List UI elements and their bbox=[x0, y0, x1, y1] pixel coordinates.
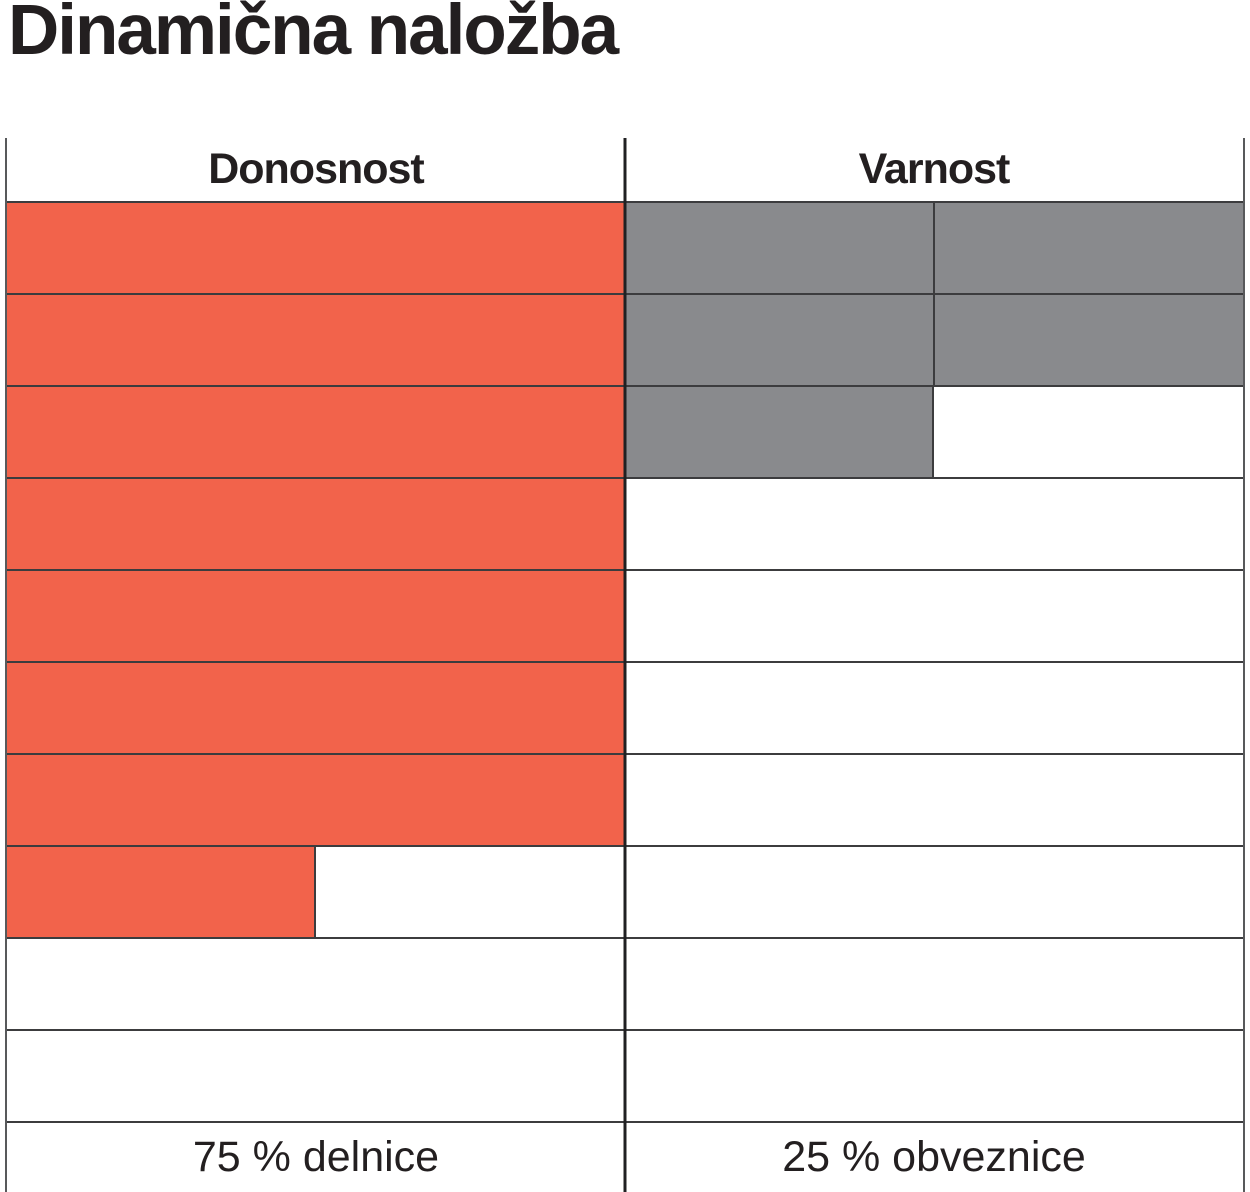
column-header-varnost: Varnost bbox=[858, 145, 1011, 193]
donosnost-cell-row-5 bbox=[7, 571, 625, 661]
rating-row-8 bbox=[7, 847, 1243, 939]
donosnost-cell-row-4 bbox=[7, 479, 625, 569]
varnost-cell-row-2 bbox=[625, 295, 1243, 385]
donosnost-fill-row-6 bbox=[7, 663, 625, 753]
varnost-fill-row-2 bbox=[625, 295, 1243, 385]
donosnost-fill-row-4 bbox=[7, 479, 625, 569]
varnost-cell-row-8 bbox=[625, 847, 1243, 937]
rating-row-9 bbox=[7, 939, 1243, 1031]
donosnost-cell-row-2 bbox=[7, 295, 625, 385]
varnost-fill-row-3 bbox=[625, 387, 934, 477]
footer-label-delnice: 75 % delnice bbox=[192, 1133, 440, 1181]
varnost-cell-row-5 bbox=[625, 571, 1243, 661]
donosnost-fill-row-7 bbox=[7, 755, 625, 845]
column-divider-line bbox=[623, 138, 627, 1192]
donosnost-cell-row-1 bbox=[7, 203, 625, 293]
donosnost-cell-row-6 bbox=[7, 663, 625, 753]
donosnost-cell-row-10 bbox=[7, 1031, 625, 1121]
varnost-cell-row-3 bbox=[625, 387, 1243, 477]
rating-row-6 bbox=[7, 663, 1243, 755]
table-footer-row: 75 % delnice 25 % obveznice bbox=[7, 1123, 1243, 1192]
varnost-cell-row-9 bbox=[625, 939, 1243, 1029]
rating-row-2 bbox=[7, 295, 1243, 387]
donosnost-cell-row-8 bbox=[7, 847, 625, 937]
donosnost-fill-row-1 bbox=[7, 203, 625, 293]
varnost-cell-row-6 bbox=[625, 663, 1243, 753]
varnost-cell-row-1 bbox=[625, 203, 1243, 293]
varnost-cell-row-7 bbox=[625, 755, 1243, 845]
page-title: Dinamična naložba bbox=[8, 0, 619, 70]
rating-rows bbox=[7, 203, 1243, 1123]
rating-row-3 bbox=[7, 387, 1243, 479]
varnost-cell-row-4 bbox=[625, 479, 1243, 569]
donosnost-fill-row-2 bbox=[7, 295, 625, 385]
rating-row-1 bbox=[7, 203, 1243, 295]
donosnost-cell-row-9 bbox=[7, 939, 625, 1029]
rating-row-5 bbox=[7, 571, 1243, 663]
donosnost-cell-row-7 bbox=[7, 755, 625, 845]
rating-row-10 bbox=[7, 1031, 1243, 1123]
donosnost-fill-row-3 bbox=[7, 387, 625, 477]
rating-row-4 bbox=[7, 479, 1243, 571]
footer-label-obveznice: 25 % obveznice bbox=[782, 1133, 1086, 1181]
donosnost-cell-row-3 bbox=[7, 387, 625, 477]
allocation-table: Donosnost Varnost 75 % delnice 25 % obve… bbox=[5, 138, 1245, 1192]
donosnost-fill-row-5 bbox=[7, 571, 625, 661]
donosnost-fill-row-8 bbox=[7, 847, 316, 937]
column-header-donosnost: Donosnost bbox=[208, 145, 425, 193]
varnost-cell-row-10 bbox=[625, 1031, 1243, 1121]
varnost-fill-row-1 bbox=[625, 203, 1243, 293]
